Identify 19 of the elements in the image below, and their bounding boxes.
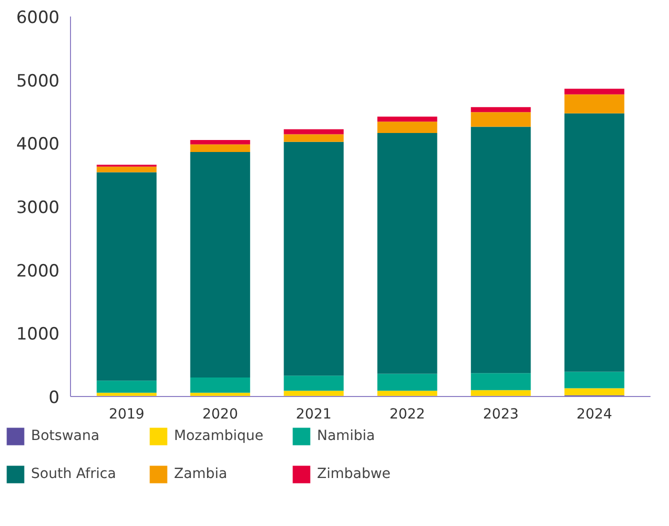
legend-label: Namibia — [317, 428, 376, 444]
y-tick-label: 0 — [48, 388, 60, 408]
x-tick-label: 2024 — [576, 406, 612, 422]
x-tick-label: 2023 — [483, 406, 519, 422]
y-tick-label: 4000 — [16, 134, 60, 155]
y-tick-label: 2000 — [16, 261, 60, 282]
x-tick-label: 2019 — [108, 406, 144, 422]
legend-label: Zambia — [174, 466, 228, 482]
legend-label: Zimbabwe — [317, 466, 392, 482]
legend-label: South Africa — [31, 466, 118, 482]
y-tick-label: 5000 — [16, 71, 60, 92]
x-tick-label: 2020 — [202, 406, 238, 422]
legend-label: Mozambique — [174, 428, 264, 444]
x-tick-label: 2021 — [296, 406, 332, 422]
y-tick-label: 1000 — [16, 324, 60, 345]
y-tick-label: 3000 — [16, 198, 60, 218]
x-tick-label: 2022 — [389, 406, 426, 422]
y-tick-label: 6000 — [16, 8, 60, 28]
legend-label: Botswana — [31, 428, 100, 444]
